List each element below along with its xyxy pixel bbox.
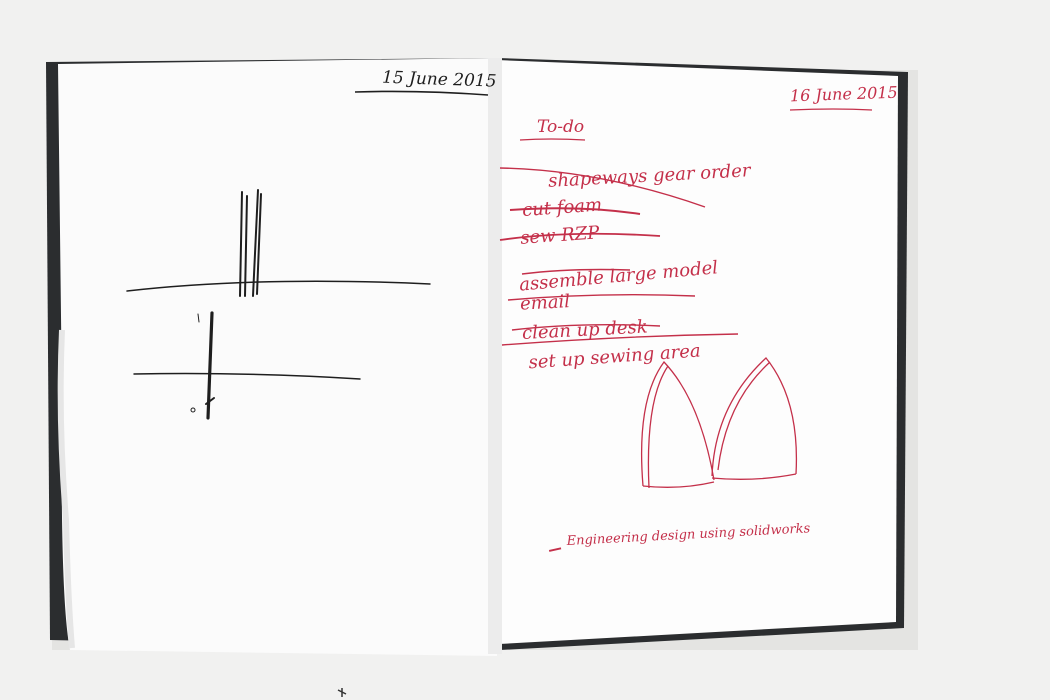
right-page [497,60,898,644]
todo-item-text: email [520,291,571,315]
right-date-underline [789,108,873,111]
strikethrough [511,323,661,331]
todo-heading-text: To-do [537,117,584,137]
sketch-post-3-foot [205,397,215,405]
sketch-horizon-line-1 [126,280,431,292]
gutter [488,58,502,654]
dome-sketch [640,357,798,489]
bottom-mark [337,688,347,697]
strikethrough [521,268,631,275]
sketch-post-2 [252,189,262,297]
todo-item: email [520,291,571,315]
right-date-text: 16 June 2015 [790,83,898,106]
strikethrough [499,232,661,241]
sketch-post-1 [239,191,248,297]
sketch-horizon-line-2 [133,372,361,380]
todo-heading-underline [519,138,586,141]
note-bullet [548,547,562,552]
dome-right-base [711,473,797,480]
left-page-edges [57,329,75,649]
todo-heading: To-do [519,117,586,141]
sketch-post-3 [206,311,214,420]
sketch-tick [197,313,200,323]
dome-left [640,360,715,487]
strikethrough [501,333,739,346]
strikethrough [507,293,696,301]
left-page [58,58,497,656]
left-date-underline [354,90,489,96]
right-date: 16 June 2015 [789,83,898,111]
strikethrough [499,167,706,208]
sketch-dot [190,407,196,413]
strikethrough [509,207,641,215]
left-date: 15 June 2015 [354,68,497,96]
dome-left-inner [647,365,669,489]
left-sketch [126,189,431,420]
left-date-text: 15 June 2015 [382,68,497,92]
dome-right-inner [717,361,771,471]
dome-left-base [642,481,715,488]
dome-right [711,357,798,477]
